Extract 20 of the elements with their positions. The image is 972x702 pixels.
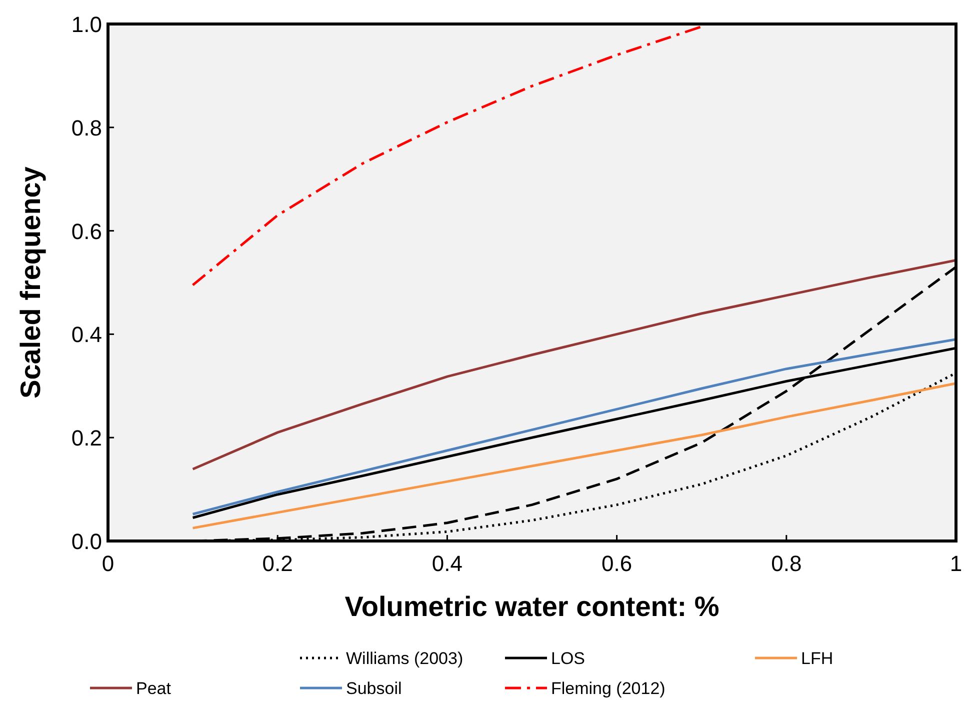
legend-label: Fleming (2012) — [551, 679, 666, 698]
x-tick-label: 0.8 — [771, 551, 802, 576]
y-tick-label: 0.6 — [71, 218, 102, 244]
legend-label: LOS — [551, 649, 586, 668]
y-tick-label: 0.4 — [71, 322, 102, 348]
legend-label: Peat — [136, 679, 172, 698]
x-tick-label: 0.4 — [432, 551, 462, 576]
legend-label: LFH — [801, 649, 834, 668]
legend-label: Williams (2003) — [346, 649, 464, 668]
y-tick-label: 0.8 — [71, 115, 102, 140]
y-tick-label: 1.0 — [71, 12, 102, 37]
x-tick-label: 0.6 — [602, 551, 632, 576]
y-tick-label: 0.2 — [71, 426, 102, 451]
x-tick-label: 1 — [950, 551, 962, 576]
legend-label: Subsoil — [346, 679, 402, 698]
x-tick-label: 0.2 — [262, 551, 293, 576]
y-tick-label: 0.0 — [71, 529, 102, 554]
x-tick-label: 0 — [102, 551, 114, 576]
x-axis-title: Volumetric water content: % — [344, 591, 720, 622]
y-axis-title: Scaled frequency — [15, 166, 46, 398]
